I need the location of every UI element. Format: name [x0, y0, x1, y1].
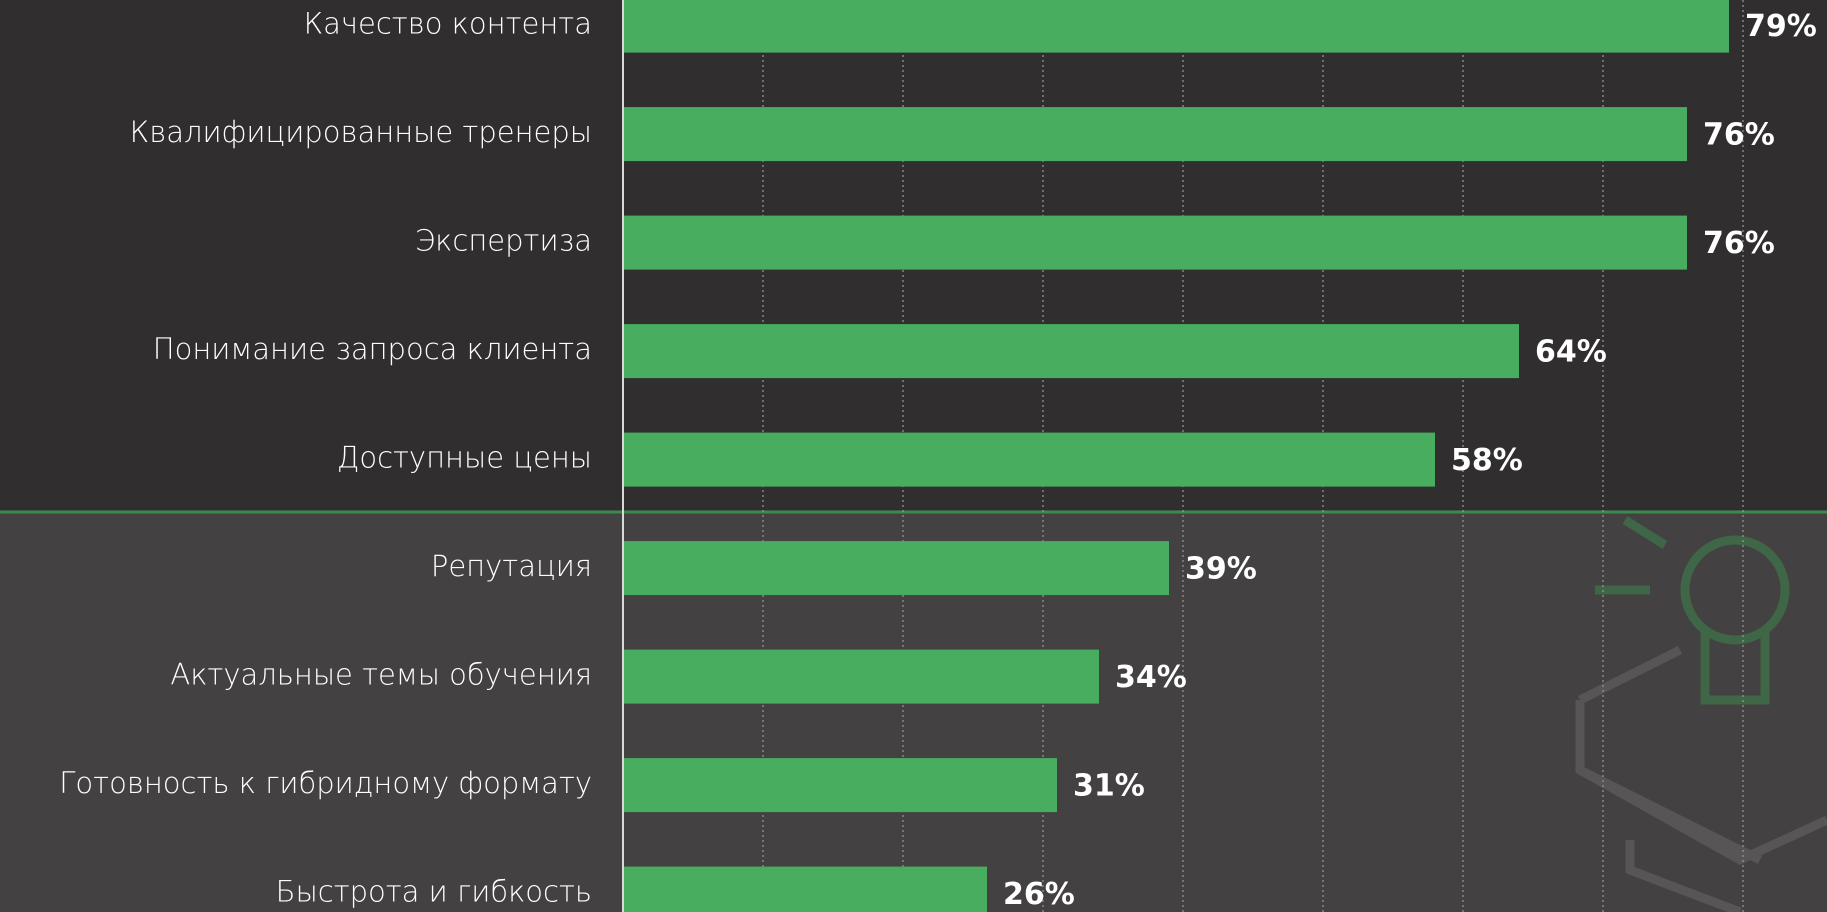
bar: [623, 649, 1099, 704]
bar: [623, 215, 1687, 270]
category-label: Быстрота и гибкость: [276, 875, 592, 909]
bar: [623, 866, 987, 912]
category-label: Экспертиза: [415, 224, 592, 258]
bar: [623, 432, 1435, 487]
value-label: 31%: [1073, 769, 1145, 804]
value-label: 64%: [1535, 335, 1607, 370]
bar: [623, 107, 1687, 162]
bar: [623, 541, 1169, 596]
category-label: Понимание запроса клиента: [153, 332, 592, 366]
value-label: 58%: [1451, 443, 1523, 478]
category-label: Качество контента: [304, 7, 592, 41]
category-label: Актуальные темы обучения: [170, 658, 592, 692]
category-label: Готовность к гибридному формату: [59, 766, 592, 800]
bar: [623, 324, 1519, 379]
category-label: Репутация: [431, 549, 592, 583]
value-label: 76%: [1703, 226, 1775, 261]
value-label: 39%: [1185, 552, 1257, 587]
value-label: 34%: [1115, 660, 1187, 695]
value-label: 79%: [1745, 9, 1817, 44]
value-label: 76%: [1703, 118, 1775, 153]
bar: [623, 0, 1729, 53]
value-label: 26%: [1003, 877, 1075, 912]
category-label: Квалифицированные тренеры: [130, 115, 592, 149]
category-label: Доступные цены: [337, 441, 592, 475]
bar: [623, 758, 1057, 813]
decor-icon: [1575, 516, 1827, 912]
